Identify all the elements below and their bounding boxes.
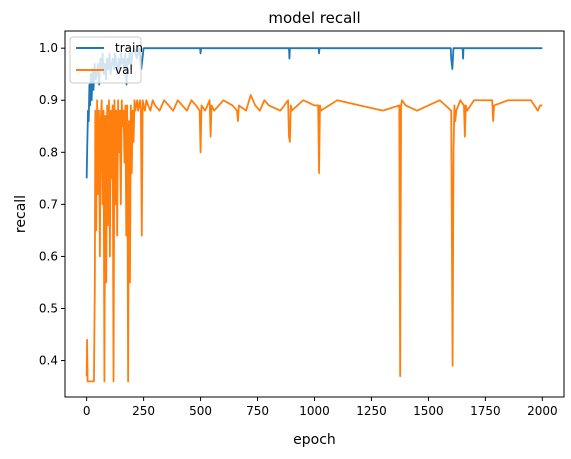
legend: train val [69,36,143,84]
plot-area [64,30,565,398]
legend-label-train: train [115,41,143,55]
y-tick-label: 0.9 [39,93,58,107]
x-tick-label: 750 [246,404,269,418]
y-tick-label: 0.6 [39,249,58,263]
y-tick-label: 0.8 [39,145,58,159]
y-axis-label: recall [13,195,29,233]
x-tick-label: 1000 [299,404,330,418]
y-tick-label: 0.5 [39,301,58,315]
series-line-val [85,94,543,383]
plot-background [65,31,564,397]
x-axis: 0 250 500 750 1000 1250 1500 1750 2000 [83,397,558,418]
x-tick-label: 1250 [356,404,387,418]
x-tick-label: 0 [83,404,91,418]
chart-title: model recall [268,9,360,27]
y-tick-label: 1.0 [39,41,58,55]
y-axis: 0.4 0.5 0.6 0.7 0.8 0.9 1.0 [39,41,65,368]
x-tick-label: 2000 [527,404,558,418]
x-tick-label: 500 [189,404,212,418]
x-axis-label: epoch [293,432,336,448]
x-tick-label: 1500 [413,404,444,418]
x-tick-label: 250 [132,404,155,418]
legend-label-val: val [115,63,133,77]
y-tick-label: 0.7 [39,197,58,211]
y-tick-label: 0.4 [39,354,58,368]
x-tick-label: 1750 [470,404,501,418]
